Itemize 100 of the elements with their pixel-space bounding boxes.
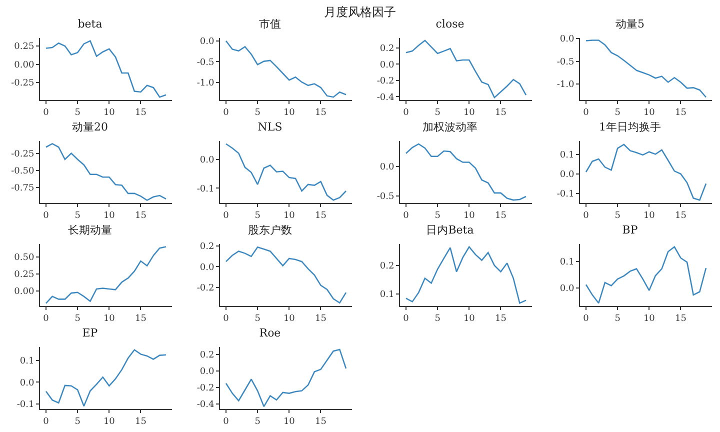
x-tick-label: 5 [254,314,261,324]
line-series [585,40,707,98]
line-series [225,143,347,201]
x-tick-label: 0 [223,416,230,427]
x-tick-label: 5 [74,416,81,427]
y-tick-label: -0.25 [11,149,34,160]
y-tick-label: 0.0 [560,284,574,294]
x-tick-label: 10 [463,108,476,118]
x-tick-label: 10 [103,314,116,324]
x-tick-label: 5 [614,314,621,324]
x-tick-label: 15 [135,108,147,118]
x-tick-label: 10 [643,314,656,324]
x-tick-label: 10 [103,108,116,118]
x-tick-label: 15 [135,210,147,221]
text: 月度风格因子 [324,5,396,19]
y-tick-label: -0.1 [556,189,574,200]
y-tick-label: 0.1 [560,258,574,268]
y-tick-label: -1.0 [196,78,214,89]
chart-title: beta [78,18,103,31]
x-tick-label: 15 [315,314,327,324]
y-tick-label: 0.0 [380,60,394,70]
x-tick-label: 0 [223,314,230,324]
line-series [225,348,347,408]
y-tick-label: -0.25 [11,78,34,89]
line-series [45,40,167,98]
x-tick-label: 10 [283,108,296,118]
y-tick-label: 0.50 [14,253,34,264]
x-tick-label: 0 [403,108,410,118]
y-tick-label: 0.25 [14,42,34,52]
y-tick-label: -0.50 [11,166,34,176]
x-tick-label: 15 [675,314,687,324]
y-tick-label: -0.4 [196,400,214,410]
x-tick-label: 0 [403,210,410,221]
x-tick-label: 10 [103,210,116,221]
y-tick-label: -0.2 [376,76,394,87]
x-tick-label: 10 [283,314,296,324]
chart-title: NLS [258,120,282,134]
x-tick-label: 15 [675,108,687,118]
y-tick-label: 0.0 [200,37,214,48]
x-tick-label: 5 [614,210,621,221]
x-tick-label: 0 [583,108,590,118]
chart-title: BP [622,224,638,237]
x-tick-label: 0 [583,210,590,221]
y-tick-label: 0.0 [20,378,34,388]
x-tick-label: 10 [643,108,656,118]
y-tick-label: -0.2 [196,284,214,294]
x-tick-label: 5 [254,210,261,221]
chart-title: 日内Beta [426,224,474,237]
x-tick-label: 15 [315,210,327,221]
line-series [225,40,347,98]
x-tick-label: 15 [495,108,507,118]
y-tick-label: 0.2 [200,242,214,252]
line-series [45,143,167,201]
y-tick-label: 0.1 [20,356,34,366]
line-series [405,143,527,201]
y-tick-label: -0.2 [196,384,214,394]
y-tick-label: 0.0 [560,170,574,180]
y-tick-label: 0.25 [14,270,34,280]
line-series [585,246,707,304]
x-tick-label: 0 [583,314,590,324]
line-series [45,349,167,407]
x-tick-label: 5 [254,416,261,427]
x-tick-label: 0 [403,314,410,324]
x-tick-label: 5 [434,210,441,221]
y-tick-label: -0.5 [556,57,574,68]
x-tick-label: 15 [135,416,147,427]
y-tick-label: -0.4 [376,92,394,103]
x-tick-label: 0 [223,108,230,118]
y-tick-label: 0.0 [200,262,214,273]
y-tick-label: 0.0 [200,156,214,166]
chart-title: Roe [259,326,281,340]
y-tick-label: 0.2 [200,350,214,361]
x-tick-label: 10 [103,416,116,427]
x-tick-label: 5 [74,210,81,221]
line-series [405,246,527,304]
x-tick-label: 5 [434,108,441,118]
chart-title: close [436,18,464,31]
x-tick-label: 15 [495,314,507,324]
y-tick-label: 0.2 [380,44,394,54]
x-tick-label: 5 [74,314,81,324]
x-tick-label: 15 [315,108,327,118]
x-tick-label: 10 [463,314,476,324]
x-tick-label: 5 [434,314,441,324]
x-tick-label: 5 [614,108,621,118]
y-tick-label: 0.1 [560,150,574,161]
x-tick-label: 15 [135,314,147,324]
y-tick-label: -1.0 [556,80,574,90]
y-tick-label: -0.5 [376,192,394,202]
x-tick-label: 0 [43,416,50,427]
x-tick-label: 15 [675,210,687,221]
x-tick-label: 0 [43,314,50,324]
chart-title: 动量20 [72,120,108,134]
x-tick-label: 10 [643,210,656,221]
x-tick-label: 15 [495,210,507,221]
line-series [225,246,347,304]
x-tick-label: 0 [43,210,50,221]
y-tick-label: -0.5 [196,58,214,68]
y-tick-label: 0.2 [380,262,394,272]
chart-title: 长期动量 [68,224,112,237]
chart-title: 动量5 [616,18,644,31]
